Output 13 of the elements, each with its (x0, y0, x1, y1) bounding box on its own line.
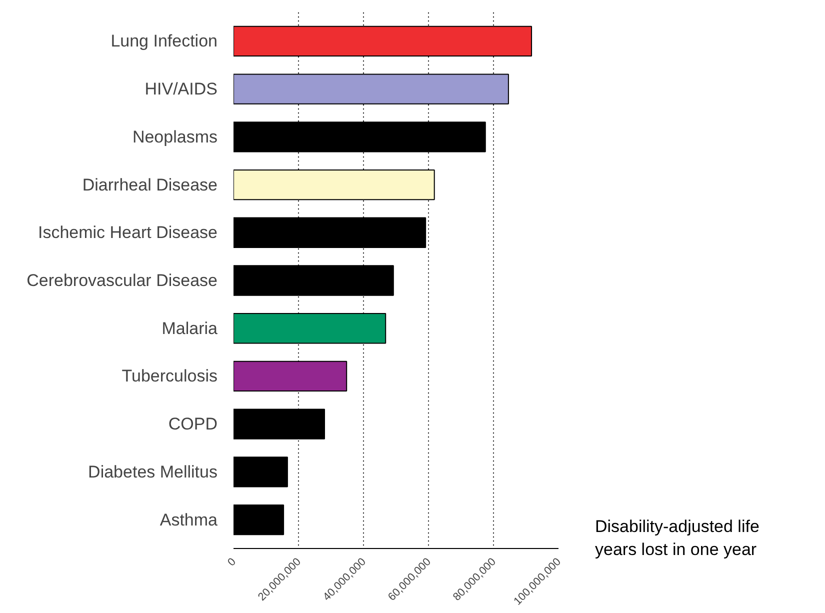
y-tick-label: Malaria (162, 318, 218, 338)
y-tick-label: Diarrheal Disease (82, 175, 218, 194)
y-tick-label: COPD (168, 414, 218, 434)
x-tick-label: 0 (226, 556, 238, 569)
y-tick-label: Ischemic Heart Disease (38, 223, 218, 242)
y-tick-label: HIV/AIDS (144, 80, 218, 99)
y-tick-label: Lung Infection (110, 32, 218, 51)
text: Disability-adjusted life years lost in one year (595, 516, 760, 561)
y-tick-label: Diabetes Mellitus (88, 462, 218, 482)
y-tick-label: Tuberculosis (122, 366, 218, 386)
y-tick-label: Cerebrovascular Disease (26, 271, 218, 290)
y-tick-label: Asthma (160, 510, 218, 530)
y-tick-label: Neoplasms (132, 127, 218, 146)
